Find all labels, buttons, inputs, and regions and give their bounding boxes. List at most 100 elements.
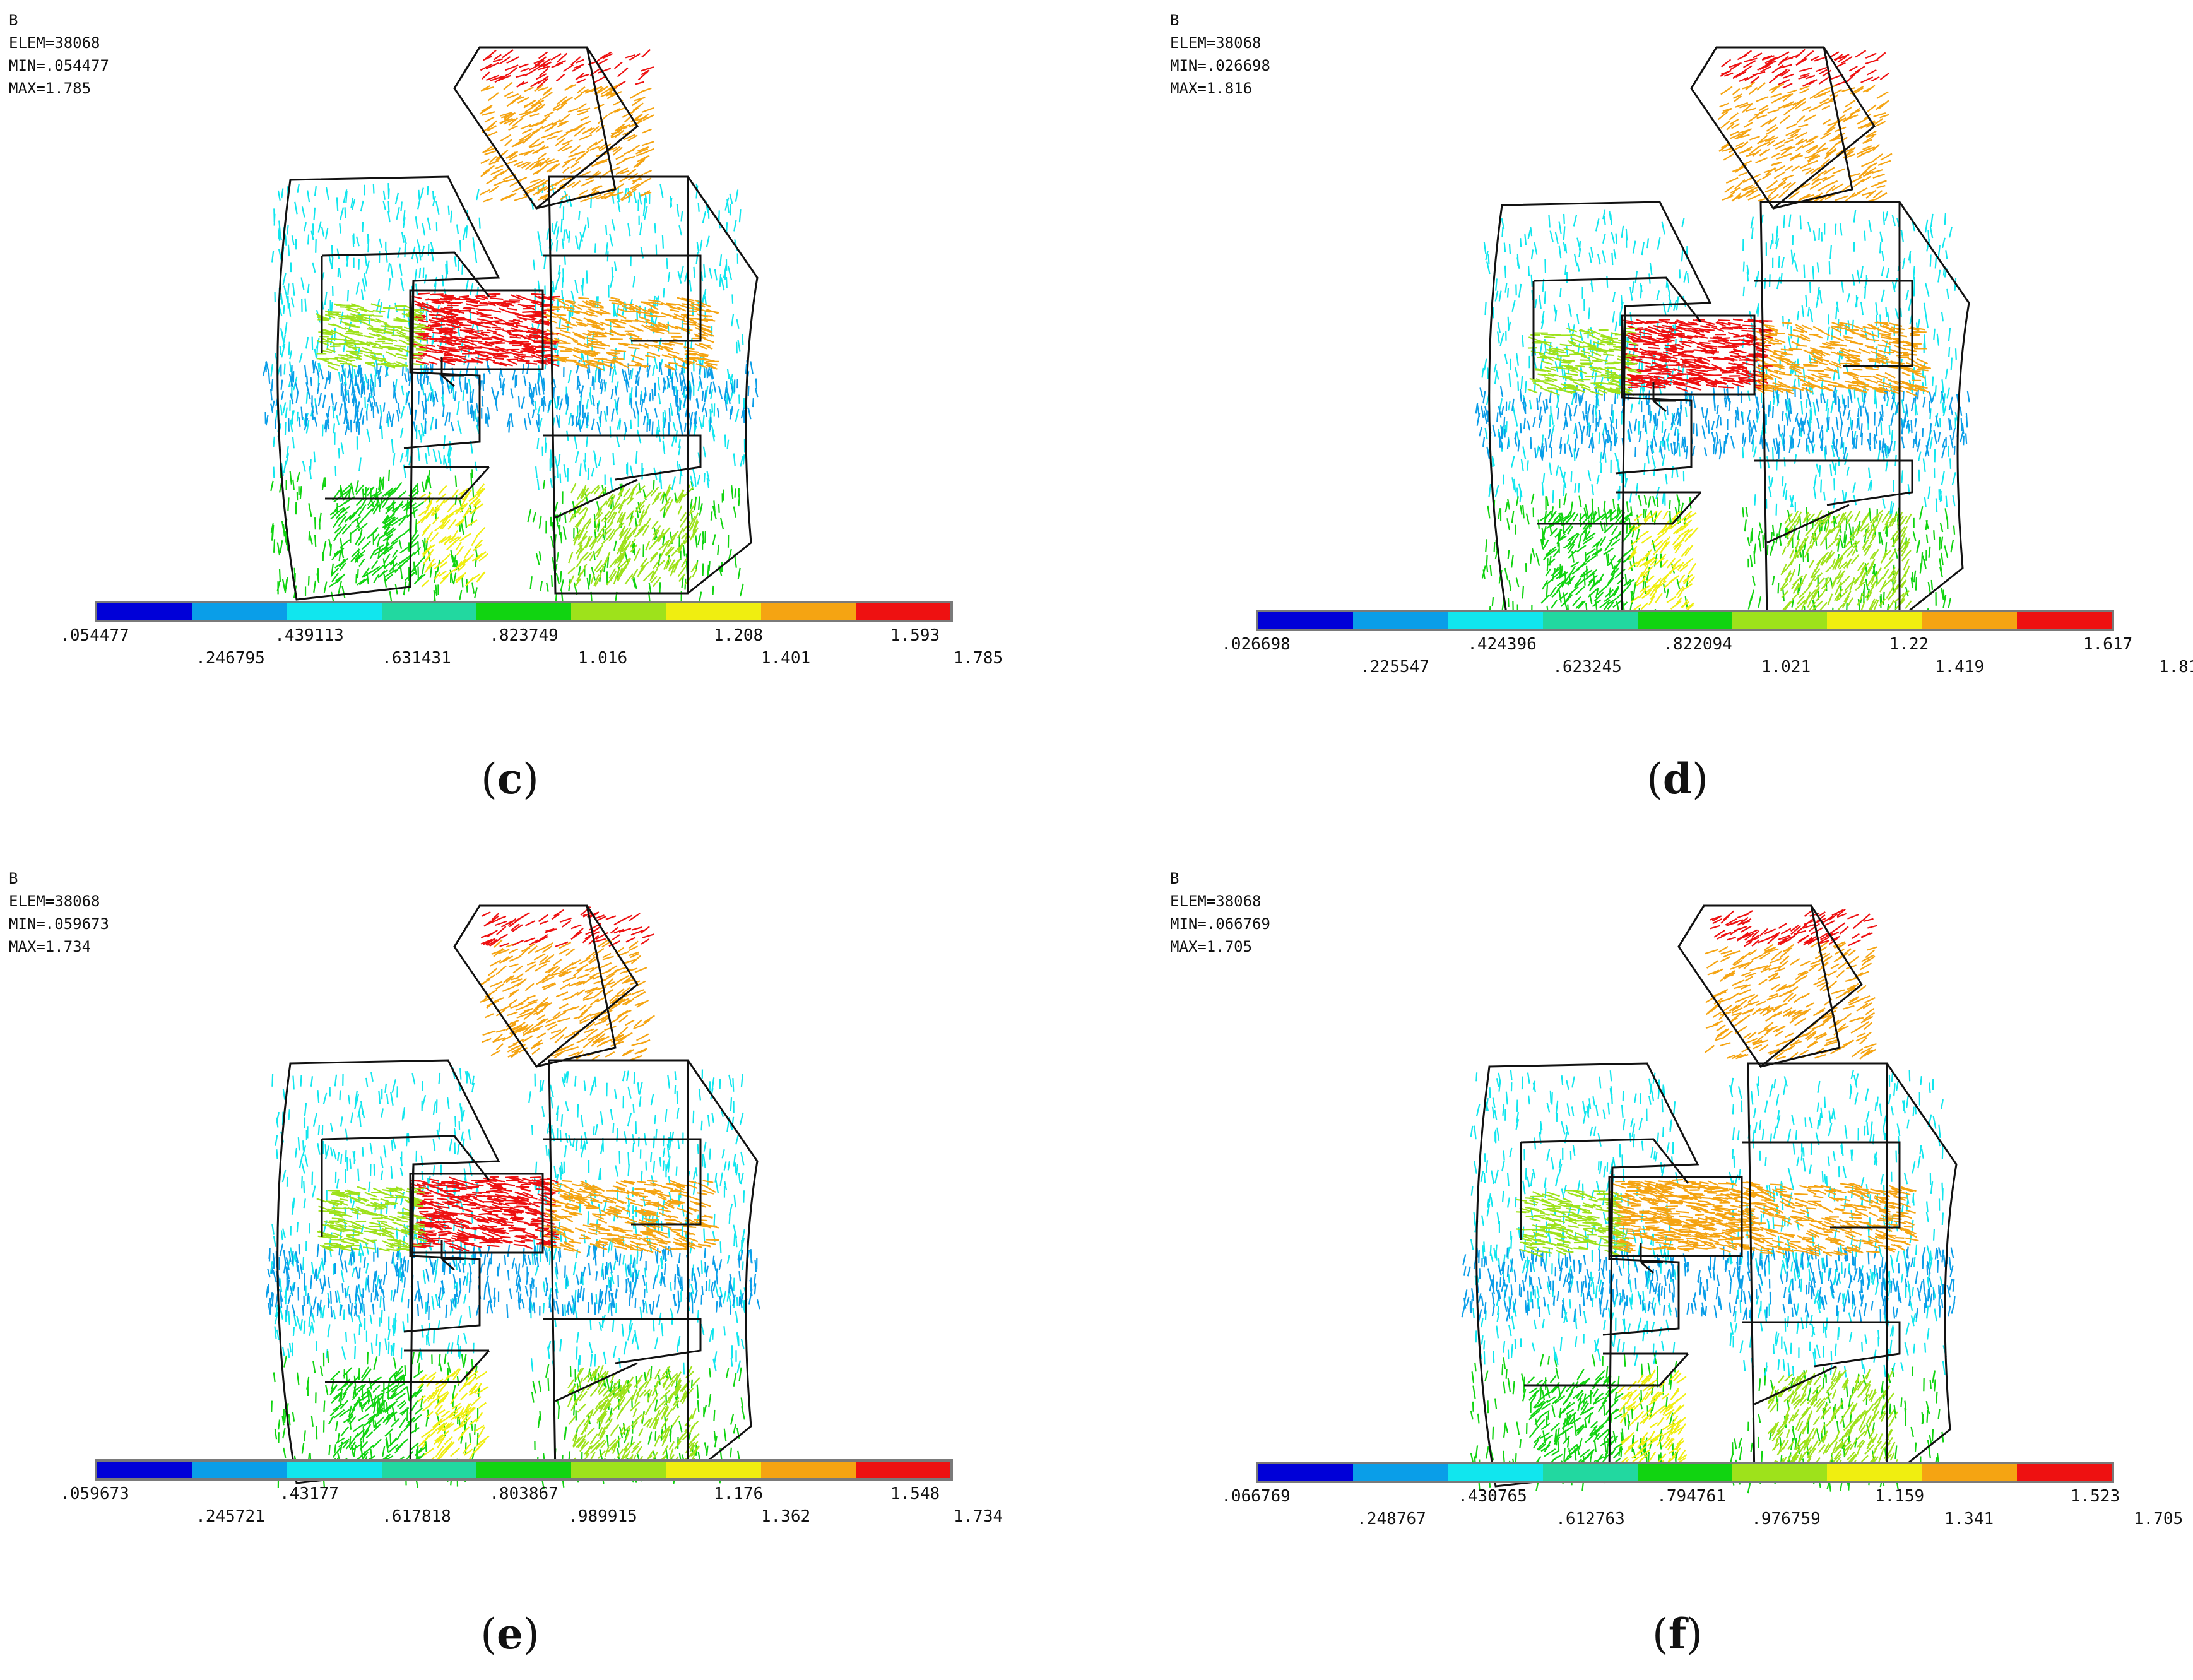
field-arrow: [1658, 334, 1669, 338]
field-arrow: [386, 527, 395, 535]
field-arrow: [579, 134, 592, 141]
field-arrow: [541, 133, 553, 139]
field-arrow: [630, 368, 634, 379]
field-arrow: [1878, 532, 1881, 544]
field-arrow: [1881, 289, 1885, 302]
field-arrows: [262, 49, 759, 606]
field-arrow: [1828, 261, 1831, 275]
field-arrow: [1591, 484, 1594, 495]
field-arrow: [435, 328, 447, 333]
field-arrow: [678, 439, 681, 449]
field-arrow: [696, 397, 699, 408]
field-arrow: [425, 548, 434, 561]
field-arrow: [369, 351, 382, 356]
field-arrow: [446, 323, 458, 329]
field-arrow: [1844, 492, 1847, 502]
field-arrow: [1630, 403, 1633, 413]
field-arrow: [596, 85, 609, 95]
field-arrow: [485, 357, 495, 362]
field-arrow: [487, 92, 499, 102]
field-arrow: [678, 540, 685, 553]
field-arrow: [664, 365, 675, 371]
field-arrow: [690, 302, 700, 307]
field-arrow: [1852, 273, 1855, 286]
field-arrow: [1515, 353, 1520, 366]
field-arrow: [1861, 391, 1864, 402]
field-arrow: [511, 141, 524, 148]
field-arrow: [1647, 496, 1652, 508]
field-arrow: [338, 354, 349, 357]
field-arrow: [396, 361, 409, 367]
field-arrow: [476, 572, 485, 583]
field-arrow: [285, 235, 287, 246]
field-arrow: [366, 428, 371, 442]
field-arrow: [389, 346, 403, 352]
field-arrow: [708, 560, 711, 571]
field-arrow: [387, 211, 391, 223]
field-arrow: [1929, 226, 1934, 239]
field-arrow: [370, 375, 374, 386]
field-arrow: [1932, 376, 1934, 387]
field-arrow: [352, 509, 358, 518]
field-arrow: [637, 146, 649, 152]
field-arrow: [599, 143, 612, 152]
field-arrow: [671, 377, 674, 390]
field-arrow: [1926, 436, 1930, 449]
field-arrow: [665, 342, 675, 346]
field-arrow: [1660, 355, 1672, 359]
field-arrow: [680, 362, 685, 375]
field-arrow: [1486, 560, 1489, 572]
field-arrow: [425, 453, 428, 464]
field-arrow: [637, 114, 649, 122]
field-arrow: [1727, 367, 1740, 373]
field-arrow: [614, 385, 618, 396]
field-arrow: [592, 302, 605, 309]
field-arrow: [343, 189, 348, 203]
field-arrow: [575, 544, 583, 555]
field-arrow: [631, 360, 642, 365]
field-arrow: [565, 128, 579, 134]
field-arrow: [442, 340, 455, 347]
field-arrow: [1841, 490, 1845, 502]
field-arrow: [1558, 245, 1562, 259]
field-arrow: [276, 542, 281, 556]
field-arrow: [1948, 328, 1951, 341]
field-arrow: [576, 86, 586, 94]
field-arrow: [1951, 428, 1956, 441]
field-arrow: [1668, 359, 1678, 362]
field-arrow: [351, 548, 360, 558]
field-arrow: [1597, 415, 1600, 428]
field-arrow: [383, 331, 393, 334]
field-arrow: [357, 536, 366, 547]
field-arrow: [1775, 238, 1780, 250]
field-arrow: [542, 480, 546, 489]
field-arrow: [661, 354, 672, 358]
field-arrow: [1939, 558, 1942, 571]
field-arrow: [476, 424, 480, 435]
field-arrow: [519, 63, 529, 68]
field-arrow: [561, 145, 572, 152]
field-arrow: [326, 348, 336, 353]
field-arrow: [428, 314, 440, 317]
field-arrow: [373, 533, 380, 542]
field-arrow: [535, 346, 547, 349]
field-arrow: [542, 89, 551, 96]
field-arrow: [1903, 415, 1906, 428]
field-arrow: [568, 551, 574, 564]
field-arrow: [1894, 308, 1900, 320]
field-arrow: [455, 518, 465, 526]
field-arrow: [285, 407, 288, 418]
field-arrow: [649, 393, 651, 402]
field-arrow: [1781, 410, 1784, 422]
field-arrow: [462, 390, 464, 401]
field-arrow: [1696, 332, 1705, 336]
field-arrow: [1759, 456, 1762, 469]
field-arrow: [1833, 515, 1836, 529]
field-arrow: [585, 536, 593, 548]
field-arrow: [1549, 390, 1552, 403]
field-arrow: [379, 376, 381, 387]
field-arrow: [1886, 312, 1890, 322]
field-arrow: [532, 315, 544, 318]
field-arrow: [616, 436, 620, 447]
field-arrow: [319, 358, 329, 361]
